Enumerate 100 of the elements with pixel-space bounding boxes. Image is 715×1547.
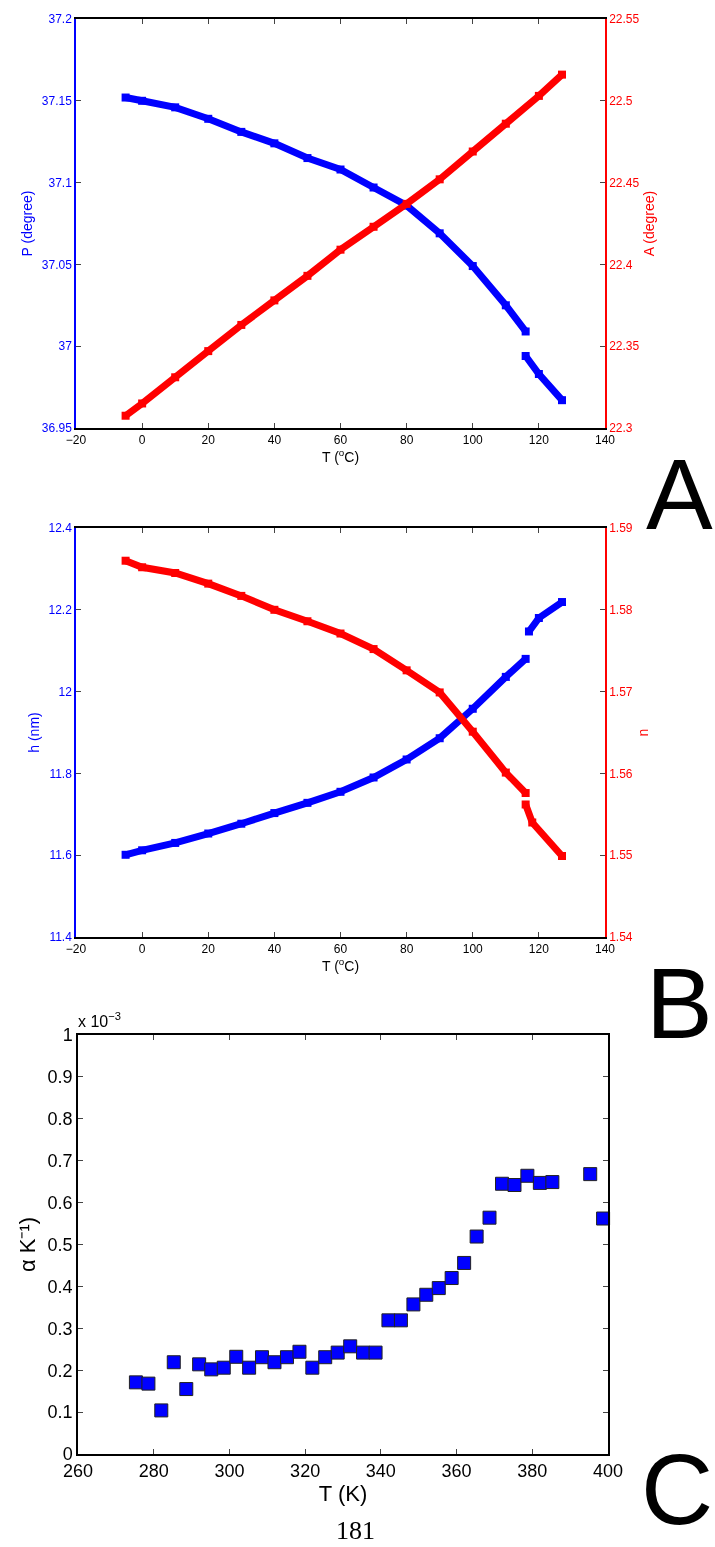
point (501, 672, 510, 681)
point (216, 1360, 231, 1375)
y-axis-title: P (degree) (18, 190, 35, 257)
y2-tick-label: 1.58 (609, 603, 633, 617)
point (431, 1281, 446, 1296)
x-tick-label: 360 (441, 1461, 472, 1482)
y-tick-label: 12 (58, 684, 73, 699)
point (381, 1313, 396, 1328)
point (270, 809, 279, 818)
x-axis-title: T ($^{o}$C) (321, 956, 360, 975)
x-tick-label: −20 (65, 433, 87, 448)
point (369, 183, 378, 192)
y2-tick-label: 1.54 (609, 930, 633, 945)
point (138, 399, 147, 408)
x-tick-label: 0 (138, 433, 146, 448)
point (596, 1211, 611, 1226)
point (336, 629, 345, 638)
point (501, 768, 510, 777)
x-tick-label: 40 (267, 433, 282, 448)
point (343, 1339, 358, 1354)
point (368, 1345, 383, 1360)
point (558, 598, 567, 607)
point (303, 798, 312, 807)
x-tick-label: 60 (333, 433, 348, 448)
point (204, 1362, 219, 1377)
x-tick-label: 300 (214, 1461, 245, 1482)
y-tick-label: 11.8 (49, 766, 73, 781)
x-tick-label: 100 (462, 433, 484, 448)
x-tick-label: 120 (528, 942, 550, 957)
point (534, 91, 543, 100)
point (171, 373, 180, 382)
y2-tick-label: 1.56 (609, 766, 633, 781)
y2-tick-label: 22.5 (609, 94, 633, 108)
point (237, 591, 246, 600)
text: B (646, 947, 713, 1059)
y2-tick-label: 22.45 (609, 175, 640, 190)
point (242, 1360, 257, 1375)
y-tick-label: 37.2 (48, 12, 73, 27)
y2-tick-label: 1.59 (609, 521, 633, 536)
y-tick-label: 11.4 (49, 930, 73, 945)
x-axis-title: T (K) (318, 1481, 368, 1507)
point (121, 850, 130, 859)
x-tick-label: 340 (365, 1461, 396, 1482)
point (558, 396, 567, 405)
point (501, 301, 510, 310)
point (305, 1360, 320, 1375)
point (457, 1255, 472, 1270)
point (204, 114, 213, 123)
point (521, 800, 530, 809)
x-tick-label: 320 (290, 1461, 321, 1482)
point (330, 1345, 345, 1360)
point (558, 852, 567, 861)
y-tick-label: 0.4 (47, 1276, 73, 1297)
text: C (641, 1433, 714, 1545)
point (138, 846, 147, 855)
point (141, 1376, 156, 1391)
y-tick-label: 37 (58, 339, 73, 354)
point (292, 1344, 307, 1359)
point (356, 1345, 371, 1360)
y-tick-label: 0.2 (47, 1360, 73, 1381)
point (402, 666, 411, 675)
y-tick-label: 11.6 (49, 848, 73, 863)
point (482, 1210, 497, 1225)
y-tick-label: 37.1 (48, 175, 73, 190)
x-tick-label: 140 (594, 433, 616, 448)
point (521, 352, 530, 361)
point (237, 320, 246, 329)
point (204, 579, 213, 588)
point (521, 789, 530, 798)
point (369, 645, 378, 654)
x-tick-label: 60 (333, 942, 348, 957)
x-tick-label: 20 (201, 433, 216, 448)
x-tick-label: 380 (517, 1461, 548, 1482)
point (444, 1271, 459, 1286)
x-tick-label: 120 (528, 433, 550, 448)
point (468, 704, 477, 713)
x-axis-title: T ($^{o}$C) (321, 447, 360, 466)
point (270, 296, 279, 305)
x-tick-label: 280 (138, 1461, 169, 1482)
y-tick-label: 37.05 (41, 257, 73, 272)
y2-axis-title: A (degree) (641, 190, 658, 257)
point (558, 70, 567, 79)
point (336, 787, 345, 796)
point (435, 734, 444, 743)
point (336, 245, 345, 254)
point (336, 165, 345, 174)
point (524, 627, 533, 636)
point (507, 1178, 522, 1192)
point (419, 1287, 434, 1302)
x-tick-label: 80 (399, 942, 414, 957)
point (435, 229, 444, 238)
point (318, 1350, 333, 1365)
point (138, 563, 147, 572)
y-tick-label: 0.9 (47, 1067, 73, 1088)
text: A (646, 438, 713, 550)
point (237, 127, 246, 136)
point (534, 370, 543, 379)
y-tick-label: 0.1 (47, 1402, 73, 1423)
point (171, 838, 180, 847)
y-axis-title: h (nm) (25, 712, 42, 753)
